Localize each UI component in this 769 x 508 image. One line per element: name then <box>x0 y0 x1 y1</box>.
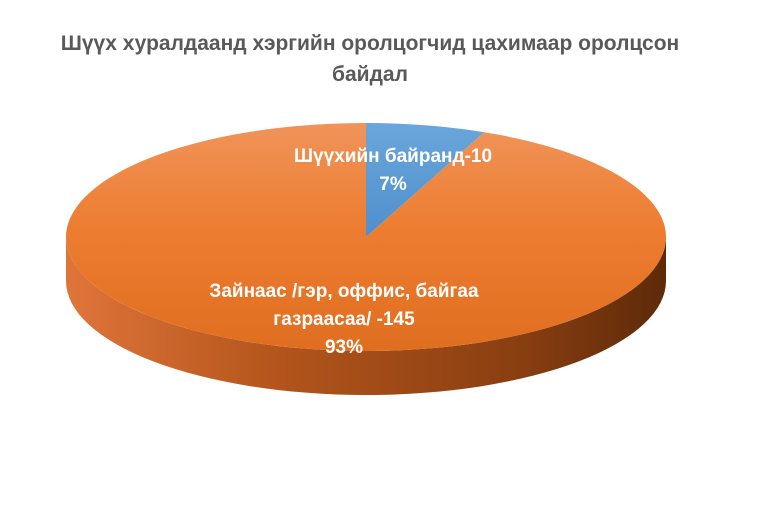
chart-title: Шүүх хуралдаанд хэргийн оролцогчид цахим… <box>60 32 680 86</box>
pie-slice-shuukhiin-bairand <box>366 123 485 237</box>
data-label-2-line-1: Зайнаас /гэр, оффис, байгаа <box>209 281 479 302</box>
data-label-1-line-2: 7% <box>379 174 407 195</box>
data-label-1-line-1: Шүүхийн байранд-10 <box>294 146 492 167</box>
data-label-2-line-2: газраасаа/ -145 <box>273 309 415 330</box>
pie-data-labels: Шүүхийн байранд-10 7% Зайнаас /гэр, оффис,… <box>209 146 492 358</box>
data-label-2: Зайнаас /гэр, оффис, байгаа газраасаа/ -1… <box>209 281 479 358</box>
pie-top-face <box>66 123 666 351</box>
data-label-2-line-3: 93% <box>325 337 363 358</box>
pie-side-wall <box>66 237 666 395</box>
pie-slice-side-zainaas <box>66 237 666 395</box>
pie-slice-zainaas <box>66 123 666 351</box>
data-label-1: Шүүхийн байранд-10 7% <box>294 146 492 195</box>
